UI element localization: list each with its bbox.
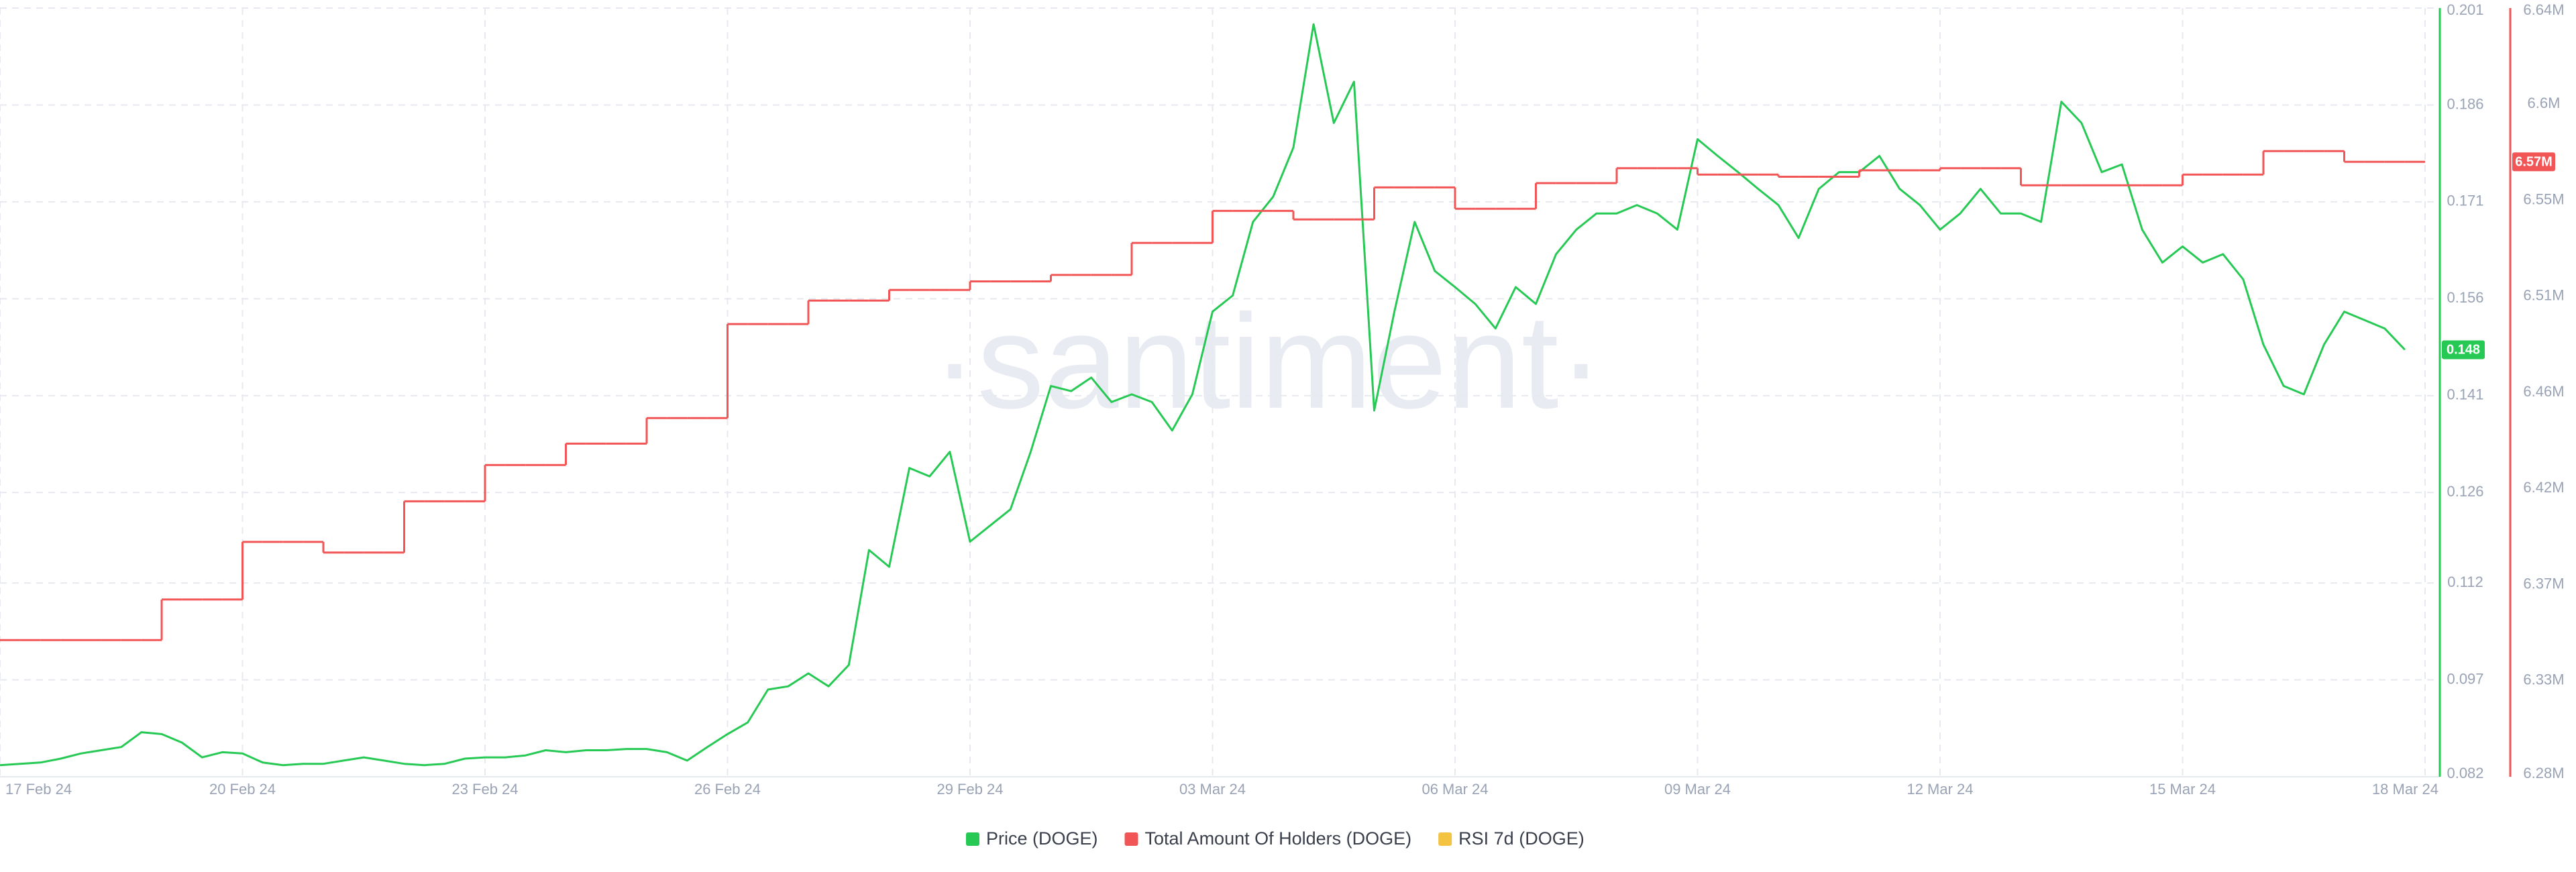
badge-box <box>2512 152 2555 172</box>
y2-tick-label: 6.37M <box>2523 575 2564 592</box>
legend-label: Price (DOGE) <box>986 828 1098 849</box>
legend-swatch <box>966 832 979 846</box>
legend-swatch <box>1124 832 1138 846</box>
watermark: ·santiment· <box>932 287 1603 437</box>
legend-label: RSI 7d (DOGE) <box>1458 828 1585 849</box>
y2-tick-label: 6.28M <box>2523 765 2564 781</box>
y-tick-label: 0.186 <box>2447 95 2483 112</box>
badge-box <box>2442 340 2485 360</box>
badge-text: 0.148 <box>2447 343 2480 358</box>
y2-tick-label: 6.51M <box>2523 287 2564 304</box>
y2-tick-label: 6.46M <box>2523 383 2564 400</box>
y2-tick-label: 6.55M <box>2523 190 2564 207</box>
y-tick-label: 0.112 <box>2447 574 2483 590</box>
y-tick-label: 0.156 <box>2447 289 2483 306</box>
legend-swatch <box>1438 832 1452 846</box>
y2-tick-label: 6.42M <box>2523 479 2564 496</box>
legend-item: Price (DOGE) <box>966 828 1098 849</box>
x-tick-label: 12 Mar 24 <box>1907 781 1973 798</box>
y2-tick-label: 6.6M <box>2528 95 2561 111</box>
x-tick-label: 23 Feb 24 <box>451 781 518 798</box>
x-tick-label: 17 Feb 24 <box>5 781 72 798</box>
x-tick-label: 06 Mar 24 <box>1421 781 1488 798</box>
x-tick-label: 26 Feb 24 <box>694 781 761 798</box>
legend-item: Total Amount Of Holders (DOGE) <box>1124 828 1412 849</box>
badge-text: 6.57M <box>2515 154 2553 169</box>
y-tick-label: 0.097 <box>2447 670 2483 687</box>
y-tick-label: 0.082 <box>2447 765 2483 781</box>
x-tick-label: 29 Feb 24 <box>936 781 1003 798</box>
y-tick-label: 0.171 <box>2447 193 2483 209</box>
y-tick-label: 0.126 <box>2447 483 2483 500</box>
x-tick-label: 20 Feb 24 <box>209 781 276 798</box>
current-value-badge: 6.57M <box>2512 152 2555 172</box>
x-tick-label: 15 Mar 24 <box>2149 781 2216 798</box>
price-line <box>0 23 2406 767</box>
y2-tick-label: 6.64M <box>2523 1 2564 18</box>
x-tick-label: 03 Mar 24 <box>1179 781 1246 798</box>
y2-tick-label: 6.33M <box>2523 671 2564 688</box>
x-tick-label: 18 Mar 24 <box>2372 781 2438 798</box>
y-tick-label: 0.201 <box>2447 1 2483 18</box>
legend-label: Total Amount Of Holders (DOGE) <box>1145 828 1412 849</box>
legend-item: RSI 7d (DOGE) <box>1438 828 1585 849</box>
x-tick-label: 09 Mar 24 <box>1664 781 1731 798</box>
y-tick-label: 0.141 <box>2447 386 2483 403</box>
current-value-badge: 0.148 <box>2442 340 2485 360</box>
